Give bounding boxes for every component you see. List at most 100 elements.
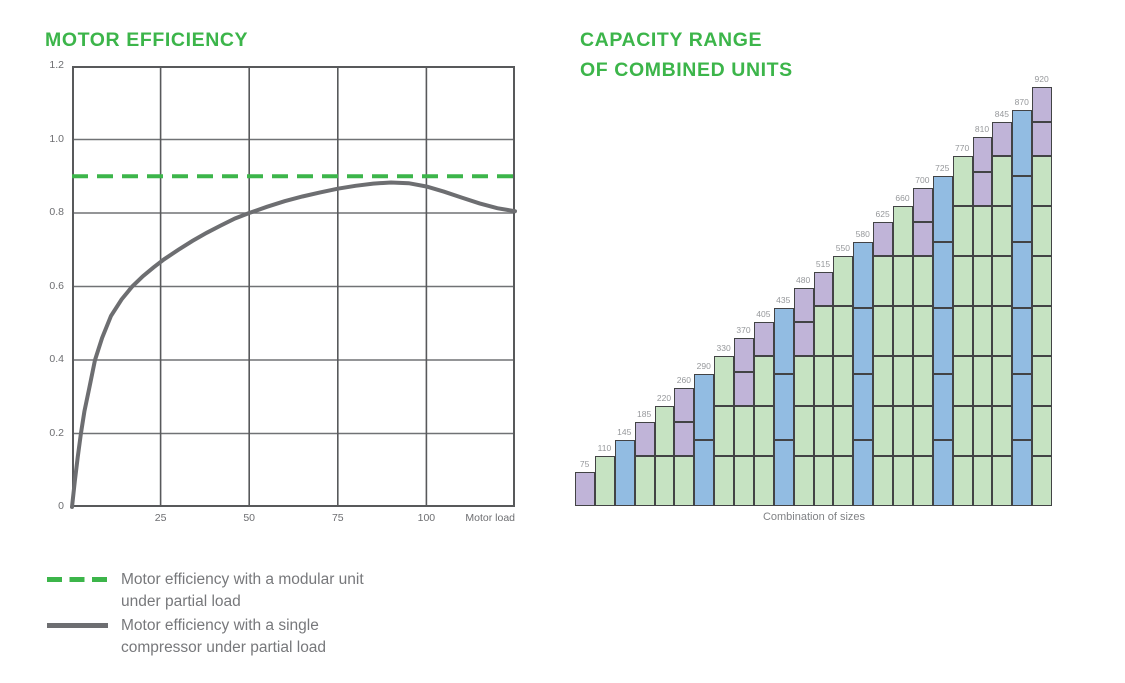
- bar-segment-110: [893, 255, 913, 306]
- bar-segment-110: [1032, 255, 1052, 306]
- capacity-bar: 700: [912, 175, 933, 506]
- bar-segment-145: [853, 440, 874, 506]
- combination-axis-label: Combination of sizes: [762, 511, 866, 523]
- bar-segment-75: [674, 421, 695, 456]
- plot-frame: [72, 66, 515, 507]
- bar-segment-75: [753, 321, 774, 356]
- bar-value-label: 770: [955, 142, 970, 153]
- bar-segment-110: [893, 455, 913, 506]
- bar-segment-145: [1012, 242, 1033, 309]
- bar-value-label: 920: [1034, 74, 1049, 85]
- legend-label: Motor efficiency with a single compresso…: [121, 615, 326, 659]
- bar-segment-110: [952, 255, 973, 306]
- bar-segment-110: [873, 305, 893, 356]
- bar-segment-145: [932, 440, 953, 506]
- bar-value-label: 480: [796, 274, 811, 285]
- x-axis-tick: 75: [331, 512, 344, 524]
- bar-value-label: 260: [676, 374, 691, 385]
- x-axis-tick: 50: [243, 512, 256, 524]
- bar-segment-110: [833, 455, 854, 506]
- legend-item-modular: Motor efficiency with a modular unit und…: [47, 569, 364, 613]
- bar-value-label: 370: [736, 324, 751, 335]
- bar-segment-75: [1032, 121, 1052, 156]
- y-axis-tick: 1.0: [49, 132, 64, 145]
- bar-segment-75: [912, 187, 933, 222]
- bar-segment-110: [992, 255, 1013, 306]
- capacity-bar: 145: [614, 427, 635, 506]
- bar-segment-75: [575, 471, 595, 506]
- bar-segment-145: [1012, 308, 1033, 375]
- y-axis-tick: 0.4: [49, 353, 64, 365]
- bar-segment-110: [833, 305, 854, 356]
- bar-segment-110: [1032, 305, 1052, 356]
- bar-segment-145: [773, 374, 794, 441]
- efficiency-curve: [70, 180, 517, 509]
- bar-segment-110: [654, 455, 675, 506]
- bar-segment-110: [753, 455, 774, 506]
- bar-segment-75: [793, 287, 814, 322]
- capacity-bar: 770: [952, 143, 973, 506]
- bar-segment-110: [734, 455, 754, 506]
- bar-segment-110: [992, 455, 1013, 506]
- bar-segment-110: [912, 255, 933, 306]
- bar-segment-110: [873, 405, 893, 456]
- bar-segment-145: [614, 440, 635, 506]
- motor-efficiency-chart: [70, 66, 517, 509]
- bar-segment-75: [674, 387, 695, 422]
- legend: Motor efficiency with a modular unit und…: [47, 569, 364, 661]
- bar-segment-110: [952, 305, 973, 356]
- bar-segment-145: [1012, 110, 1033, 177]
- bar-value-label: 870: [1014, 97, 1029, 108]
- bar-segment-110: [1032, 205, 1052, 256]
- bar-segment-110: [714, 355, 734, 406]
- capacity-bar: 660: [893, 193, 913, 506]
- bar-segment-110: [972, 355, 993, 406]
- bar-segment-110: [714, 455, 734, 506]
- capacity-bar: 845: [992, 109, 1013, 506]
- bar-value-label: 435: [776, 295, 791, 306]
- bar-segment-145: [853, 308, 874, 375]
- bar-segment-145: [932, 176, 953, 243]
- bar-segment-110: [952, 455, 973, 506]
- bar-segment-110: [912, 355, 933, 406]
- bar-value-label: 220: [656, 392, 672, 403]
- bar-segment-110: [1032, 455, 1052, 506]
- bar-segment-110: [1032, 355, 1052, 406]
- bar-segment-110: [813, 305, 834, 356]
- bar-value-label: 110: [597, 442, 612, 453]
- capacity-bar: 920: [1032, 74, 1052, 506]
- bar-segment-110: [813, 355, 834, 406]
- bar-segment-145: [1012, 440, 1033, 506]
- capacity-bar: 370: [734, 325, 754, 506]
- motor-efficiency-title: MOTOR EFFICIENCY: [45, 29, 249, 51]
- bar-segment-110: [952, 205, 973, 256]
- bar-segment-110: [793, 455, 814, 506]
- legend-line: Motor efficiency with a modular unit: [121, 571, 364, 588]
- bar-segment-110: [1032, 155, 1052, 206]
- bar-segment-110: [594, 455, 615, 506]
- bar-segment-110: [634, 455, 655, 506]
- bar-segment-110: [813, 405, 834, 456]
- bar-segment-75: [972, 171, 993, 206]
- bar-segment-110: [753, 355, 774, 406]
- dashed-green-line-swatch: [47, 577, 108, 582]
- bar-segment-110: [873, 455, 893, 506]
- bar-segment-145: [932, 242, 953, 309]
- bar-value-label: 580: [855, 229, 870, 240]
- bar-value-label: 625: [875, 208, 890, 219]
- x-axis-tick: 25: [154, 512, 167, 524]
- bar-value-label: 145: [617, 427, 632, 438]
- bar-value-label: 660: [895, 192, 910, 203]
- y-axis-tick: 0.6: [49, 279, 64, 292]
- capacity-bar: 435: [773, 295, 794, 506]
- bar-segment-110: [912, 405, 933, 456]
- legend-line: under partial load: [121, 593, 241, 610]
- legend-line: Motor efficiency with a single: [121, 617, 319, 634]
- bar-segment-110: [992, 205, 1013, 256]
- bar-segment-110: [793, 355, 814, 406]
- bar-segment-110: [833, 405, 854, 456]
- capacity-bar: 725: [932, 163, 953, 506]
- bar-segment-110: [654, 405, 675, 456]
- bar-value-label: 845: [994, 108, 1009, 119]
- bar-value-label: 725: [935, 163, 950, 174]
